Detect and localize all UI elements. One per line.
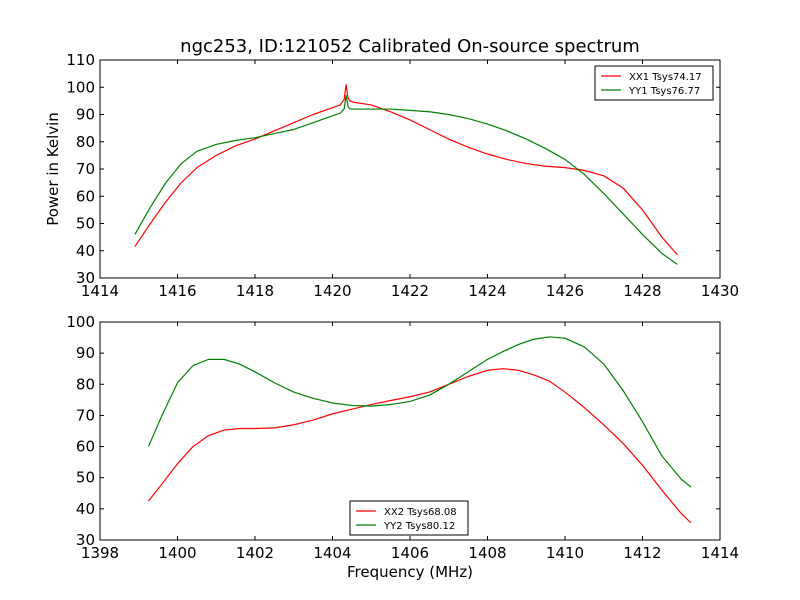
legend: XX2 Tsys68.08 YY2 Tsys80.12 — [349, 500, 469, 536]
y-axis-label: Power in Kelvin — [44, 112, 62, 226]
y-tick-label: 110 — [66, 51, 95, 69]
x-tick-label: 1410 — [546, 544, 584, 562]
y-axis: 30 40 50 60 70 80 90 100 110 — [66, 51, 720, 287]
y-tick-label: 30 — [76, 269, 95, 287]
y-tick-label: 30 — [76, 531, 95, 549]
x-tick-label: 1430 — [701, 282, 739, 300]
series-line-2 — [147, 336, 692, 488]
y-tick-label: 40 — [76, 242, 95, 260]
x-axis: 1414 1416 1418 1420 1422 1424 1426 1428 1430 — [81, 60, 739, 300]
series-line-1 — [147, 368, 692, 524]
x-tick-label: 1404 — [313, 544, 351, 562]
x-tick-label: 1414 — [81, 282, 119, 300]
y-tick-label: 90 — [76, 106, 95, 124]
x-tick-label: 1422 — [391, 282, 429, 300]
x-tick-label: 1408 — [468, 544, 506, 562]
y-tick-label: 80 — [76, 375, 95, 393]
y-tick-label: 70 — [76, 406, 95, 424]
x-tick-label: 1418 — [236, 282, 274, 300]
x-tick-label: 1416 — [158, 282, 196, 300]
y-tick-label: 40 — [76, 500, 95, 518]
y-axis: 30 40 50 60 70 80 90 100 — [66, 313, 720, 549]
x-tick-label: 1420 — [313, 282, 351, 300]
x-axis-label: Frequency (MHz) — [347, 563, 473, 581]
series-group — [147, 336, 692, 524]
top-plot-panel: 1414 1416 1418 1420 1422 1424 1426 1428 1430 30 40… — [66, 51, 739, 300]
y-tick-label: 80 — [76, 133, 95, 151]
series-line-1 — [134, 83, 678, 256]
y-tick-label: 70 — [76, 160, 95, 178]
legend-label-2: YY1 Tsys76.77 — [628, 86, 700, 97]
legend-label-2: YY2 Tsys80.12 — [383, 521, 455, 532]
y-tick-label: 60 — [76, 187, 95, 205]
legend-box — [594, 65, 714, 101]
x-tick-label: 1428 — [623, 282, 661, 300]
x-tick-label: 1412 — [623, 544, 661, 562]
legend-label-1: XX1 Tsys74.17 — [629, 72, 702, 83]
x-tick-label: 1426 — [546, 282, 584, 300]
series-line-2 — [134, 94, 678, 265]
x-tick-label: 1402 — [236, 544, 274, 562]
bottom-plot-panel: 1398 1400 1402 1404 1406 1408 1410 1412 1414 30 40… — [66, 313, 739, 562]
y-tick-label: 50 — [76, 215, 95, 233]
y-tick-label: 50 — [76, 469, 95, 487]
y-tick-label: 100 — [66, 313, 95, 331]
x-tick-label: 1406 — [391, 544, 429, 562]
legend-label-1: XX2 Tsys68.08 — [384, 507, 457, 518]
y-tick-label: 60 — [76, 438, 95, 456]
x-tick-label: 1424 — [468, 282, 506, 300]
y-tick-label: 100 — [66, 78, 95, 96]
x-axis: 1398 1400 1402 1404 1406 1408 1410 1412 1414 — [81, 322, 739, 562]
series-group — [134, 83, 678, 265]
chart-title: ngc253, ID:121052 Calibrated On-source s… — [180, 36, 640, 57]
y-tick-label: 90 — [76, 344, 95, 362]
x-tick-label: 1398 — [81, 544, 119, 562]
x-tick-label: 1400 — [158, 544, 196, 562]
legend: XX1 Tsys74.17 YY1 Tsys76.77 — [594, 65, 714, 101]
legend-box — [349, 500, 469, 536]
x-tick-label: 1414 — [701, 544, 739, 562]
